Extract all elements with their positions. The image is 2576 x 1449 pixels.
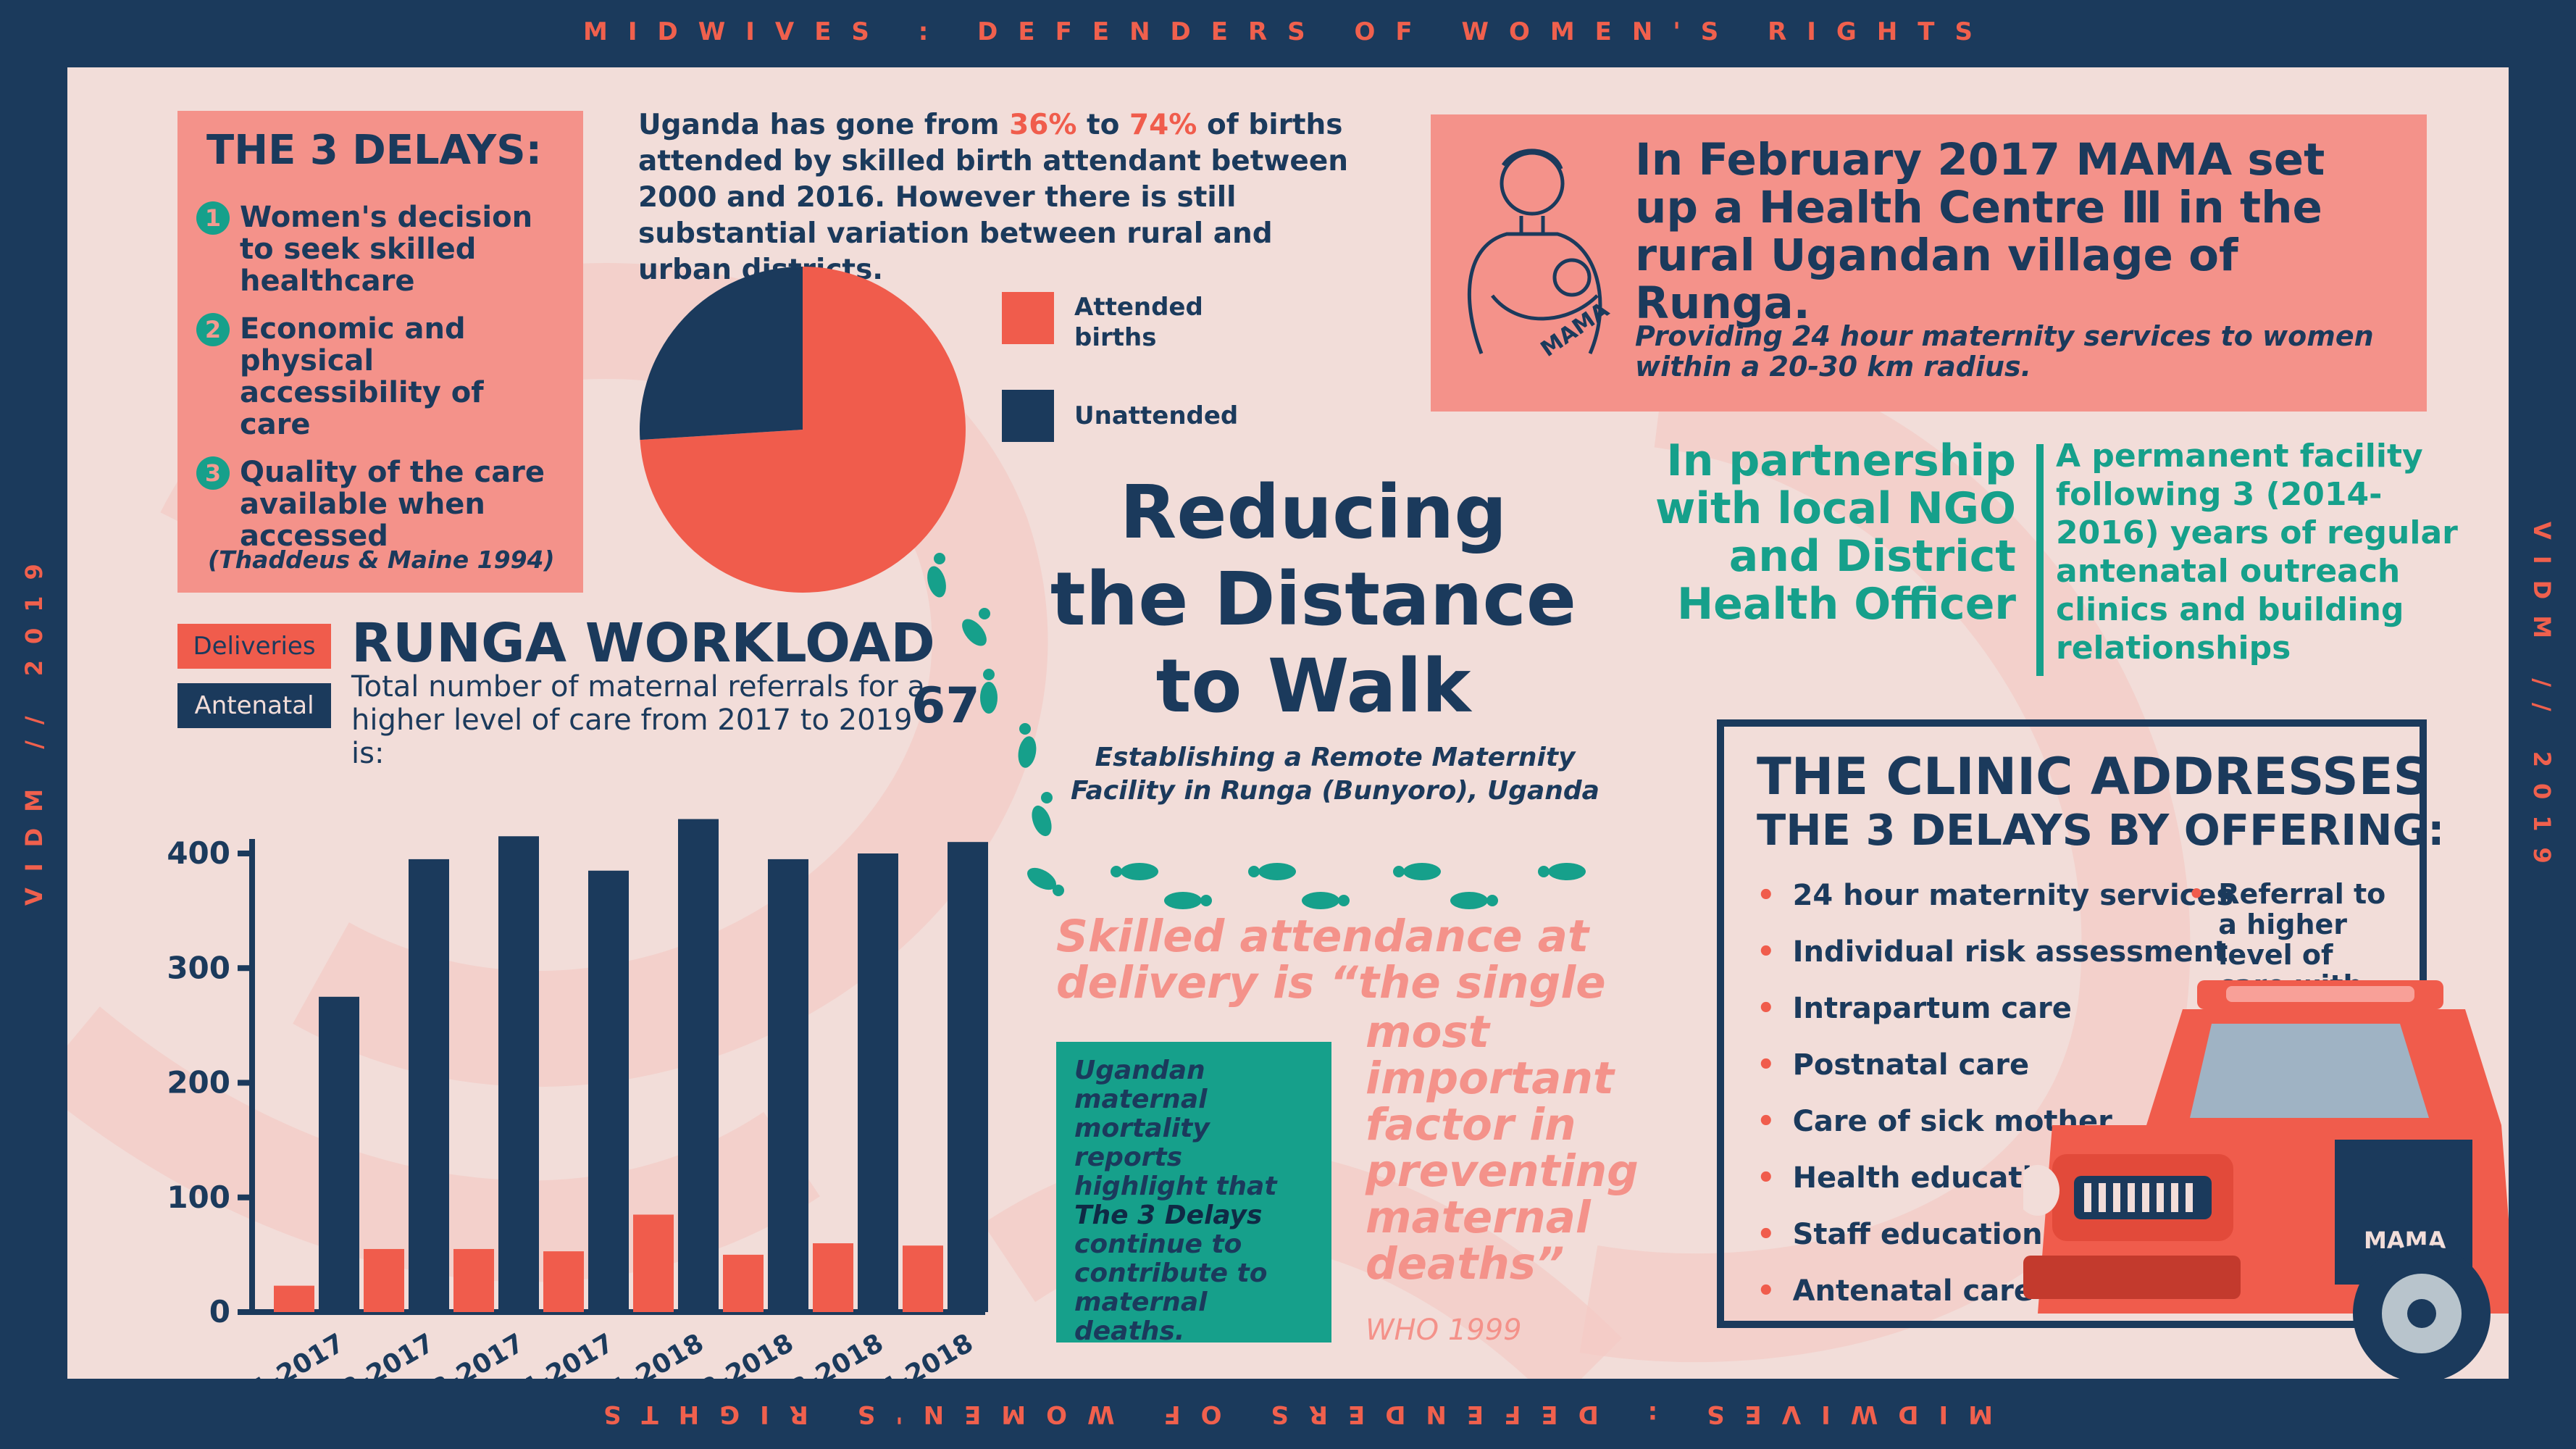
legend-deliveries: Deliveries bbox=[177, 624, 331, 669]
three-delays-box: THE 3 DELAYS: 1 Women's decision to seek … bbox=[177, 111, 583, 593]
bar-antenatal bbox=[588, 870, 629, 1312]
bar-deliveries bbox=[813, 1243, 853, 1312]
right-side-label: VIDM // 2019 bbox=[2528, 522, 2556, 880]
clinic-service-item: Individual risk assessment bbox=[1757, 935, 2233, 969]
main-title-line-3: to Walk bbox=[1155, 643, 1471, 730]
uganda-statistic-text: Uganda has gone from 36% to 74% of birth… bbox=[638, 107, 1363, 288]
births-pie-chart bbox=[640, 267, 966, 593]
y-tick-label: 100 bbox=[167, 1179, 230, 1215]
clinic-service-item: Intrapartum care bbox=[1757, 992, 2233, 1025]
delay-text: Economic and physical accessibility of c… bbox=[240, 312, 484, 441]
bar-antenatal bbox=[768, 859, 808, 1312]
mama-announcement-box: MAMA In February 2017 MAMA set up a Heal… bbox=[1431, 114, 2427, 412]
bar-antenatal bbox=[858, 853, 898, 1312]
legend-antenatal: Antenatal bbox=[177, 683, 331, 728]
y-tick-label: 300 bbox=[167, 950, 230, 985]
partnership-divider bbox=[2036, 444, 2044, 676]
clinic-service-item: Antenatal care bbox=[1757, 1274, 2233, 1308]
pie-legend-unattended: Unattended bbox=[1002, 390, 1238, 442]
pie-legend-attended: Attended births bbox=[1002, 292, 1234, 353]
pie-slice-unattended bbox=[640, 267, 803, 440]
main-title-line-1: Reducing bbox=[1119, 469, 1507, 556]
number-badge: 2 bbox=[196, 313, 230, 346]
partnership-text: In partnership with local NGO and Distri… bbox=[1655, 435, 2016, 630]
mortality-text-a: Ugandan maternal mortality reports highl… bbox=[1074, 1056, 1277, 1201]
content-panel: THE 3 DELAYS: 1 Women's decision to seek … bbox=[67, 67, 2509, 1379]
uganda-text-post: of births attended by skilled birth atte… bbox=[638, 109, 1349, 286]
y-tick-label: 400 bbox=[167, 835, 230, 871]
bar-deliveries bbox=[723, 1254, 764, 1312]
three-delays-title: THE 3 DELAYS: bbox=[206, 127, 542, 174]
who-quote-line-a: Skilled attendance at delivery is “the s… bbox=[1056, 911, 1606, 1009]
mama-vehicle-illustration: MAMA bbox=[2023, 980, 2509, 1379]
mortality-reports-box: Ugandan maternal mortality reports highl… bbox=[1056, 1042, 1331, 1346]
permanent-facility-text: A permanent facility following 3 (2014-2… bbox=[2056, 438, 2458, 667]
mortality-text-c: continue to contribute to maternal death… bbox=[1074, 1229, 1268, 1346]
bar-deliveries bbox=[364, 1248, 404, 1312]
uganda-text-pre: Uganda has gone from bbox=[638, 109, 1010, 141]
clinic-title-1: THE CLINIC ADDRESSES bbox=[1757, 747, 2430, 806]
bullet-icon: • bbox=[2188, 878, 2206, 910]
clinic-service-item: 24 hour maternity services bbox=[1757, 879, 2234, 912]
top-banner: MIDWIVES : DEFENDERS OF WOMEN'S RIGHTS bbox=[583, 17, 1993, 46]
bar-deliveries bbox=[633, 1214, 674, 1312]
uganda-text-mid: to bbox=[1076, 109, 1130, 141]
legend-label-attended: Attended births bbox=[1074, 293, 1203, 352]
legend-label-unattended: Unattended bbox=[1074, 401, 1239, 430]
who-quote-source: WHO 1999 bbox=[1366, 1314, 1522, 1347]
legend-swatch-unattended bbox=[1002, 390, 1054, 442]
bar-antenatal bbox=[409, 859, 449, 1312]
y-tick-label: 0 bbox=[209, 1294, 230, 1329]
delay-text: Quality of the care available when acces… bbox=[240, 456, 545, 553]
bottom-banner: MIDWIVES : DEFENDERS OF WOMEN'S RIGHTS bbox=[583, 1400, 1993, 1429]
main-title-line-2: the Distance bbox=[1050, 556, 1577, 643]
pie-slice-attended bbox=[640, 267, 966, 593]
workload-title: RUNGA WORKLOAD bbox=[351, 612, 935, 675]
percent-2000: 36% bbox=[1009, 109, 1077, 141]
mortality-reports-text: Ugandan maternal mortality reports highl… bbox=[1074, 1056, 1321, 1346]
y-tick-label: 200 bbox=[167, 1065, 230, 1101]
legend-swatch-attended bbox=[1002, 292, 1054, 344]
delay-item-2: 2 Economic and physical accessibility of … bbox=[196, 313, 573, 440]
mama-subtext: Providing 24 hour maternity services to … bbox=[1635, 320, 2374, 383]
number-badge: 3 bbox=[196, 456, 230, 490]
left-side-label: VIDM // 2019 bbox=[20, 548, 48, 906]
mother-and-baby-logo-icon: MAMA bbox=[1468, 149, 1615, 362]
mama-headline: In February 2017 MAMA set up a Health Ce… bbox=[1635, 134, 2325, 329]
mortality-text-emphasis: The 3 Delays bbox=[1074, 1200, 1263, 1230]
main-subtitle: Establishing a Remote Maternity Facility… bbox=[1071, 743, 1599, 806]
bar-deliveries bbox=[543, 1251, 584, 1312]
bar-antenatal bbox=[948, 842, 988, 1312]
bar-deliveries bbox=[903, 1245, 943, 1312]
bar-antenatal bbox=[498, 836, 539, 1312]
bar-antenatal bbox=[319, 996, 359, 1312]
bar-antenatal bbox=[678, 819, 719, 1312]
main-title: Reducing the Distance to Walk bbox=[1024, 469, 1603, 730]
who-quote-line-b: most important factor in preventing mate… bbox=[1366, 1006, 1639, 1290]
x-tick-label: Q1-2017 bbox=[227, 1328, 349, 1379]
clinic-service-item: Staff education bbox=[1757, 1218, 2233, 1251]
clinic-title-2: THE 3 DELAYS BY OFFERING: bbox=[1757, 805, 2445, 855]
bar-deliveries bbox=[274, 1285, 314, 1312]
footprints-path-icon bbox=[927, 553, 1586, 909]
delay-item-3: 3 Quality of the care available when acce… bbox=[196, 456, 573, 552]
mama-logo-text: MAMA bbox=[1536, 297, 1615, 362]
delay-item-1: 1 Women's decision to seek skilled health… bbox=[196, 201, 573, 297]
referral-value: 67 bbox=[911, 677, 980, 735]
delay-text: Women's decision to seek skilled healthc… bbox=[240, 201, 533, 298]
workload-bar-chart: 0100200300400Q1-2017Q2-2017Q3-2017Q4-201… bbox=[167, 819, 988, 1379]
bar-deliveries bbox=[453, 1248, 494, 1312]
percent-2016: 74% bbox=[1129, 109, 1197, 141]
clinic-service-item: Postnatal care bbox=[1757, 1048, 2233, 1082]
referral-text: Total number of maternal referrals for a… bbox=[351, 670, 925, 770]
delays-citation: (Thaddeus & Maine 1994) bbox=[208, 546, 555, 574]
number-badge: 1 bbox=[196, 201, 230, 235]
